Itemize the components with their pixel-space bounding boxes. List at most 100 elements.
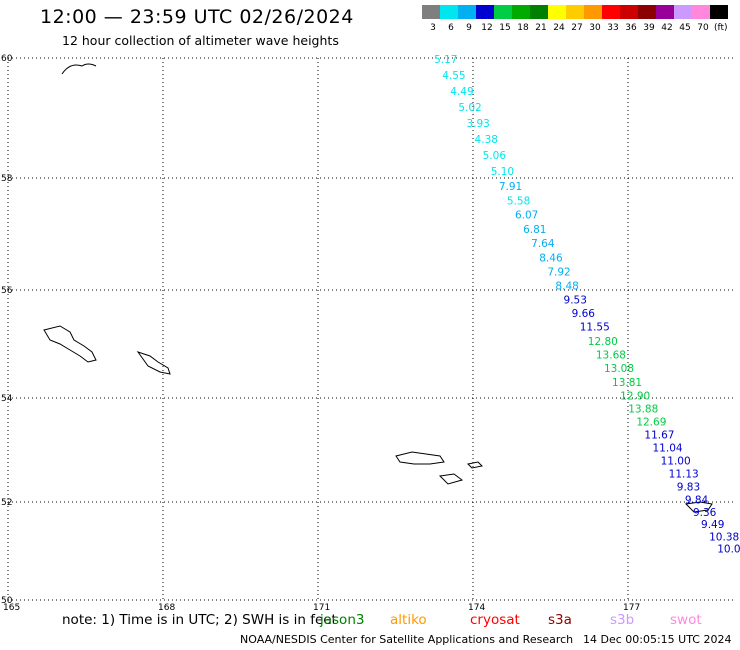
- wave-height-value: 7.91: [499, 181, 522, 193]
- wave-height-value: 13.68: [596, 349, 626, 361]
- island-outline: [395, 451, 445, 465]
- wave-height-value: 8.48: [555, 281, 578, 293]
- colorbar-swatch: [710, 5, 728, 19]
- map-title: 12:00 — 23:59 UTC 02/26/2024: [40, 6, 354, 28]
- wave-height-value: 5.06: [483, 150, 507, 162]
- wave-height-value: 5.17: [434, 54, 457, 66]
- wave-height-value: 6.07: [515, 209, 538, 221]
- colorbar-label: 70: [697, 23, 709, 33]
- island-outline: [684, 501, 713, 513]
- wave-height-value: 11.13: [669, 468, 699, 480]
- wave-height-value: 9.36: [693, 507, 717, 519]
- colorbar-label: 24: [553, 23, 565, 33]
- colorbar-label: 18: [517, 23, 529, 33]
- colorbar-swatch: [584, 5, 602, 19]
- colorbar-swatch: [620, 5, 638, 19]
- colorbar-label: 3: [430, 23, 436, 33]
- colorbar-swatch: [440, 5, 458, 19]
- wave-height-value: 9.84: [685, 494, 709, 506]
- colorbar-label: 39: [643, 23, 655, 33]
- colorbar-label: 33: [607, 23, 619, 33]
- colorbar-swatch: [422, 5, 440, 19]
- island-outline: [136, 351, 171, 375]
- island-outline: [43, 325, 97, 363]
- colorbar-label: 45: [679, 23, 691, 33]
- colorbar-swatch: [638, 5, 656, 19]
- colorbar-label: 21: [535, 23, 547, 33]
- colorbar-label: 42: [661, 23, 673, 33]
- wave-height-value: 8.46: [539, 253, 563, 265]
- wave-height-value: 5.02: [458, 102, 481, 114]
- wave-height-value: 5.58: [507, 195, 530, 207]
- wave-height-value: 9.83: [677, 481, 700, 493]
- coastline: [61, 63, 97, 75]
- wave-height-value: 12.69: [636, 416, 666, 428]
- wave-height-value: 10.05: [717, 544, 740, 556]
- credit-line: NOAA/NESDIS Center for Satellite Applica…: [240, 633, 574, 646]
- colorbar-swatch: [494, 5, 512, 19]
- wave-height-value: 13.88: [628, 403, 658, 415]
- colorbar-swatch: [458, 5, 476, 19]
- longitude-tick-label: 168: [158, 603, 175, 613]
- wave-height-value: 9.66: [572, 308, 596, 320]
- wave-height-value: 10.38: [709, 531, 739, 543]
- wave-height-value: 12.90: [620, 390, 650, 402]
- wave-height-value: 4.38: [475, 134, 498, 146]
- latitude-tick-label: 50: [1, 596, 13, 606]
- wave-height-value: 11.67: [644, 429, 674, 441]
- colorbar-swatch: [512, 5, 530, 19]
- wave-height-value: 7.64: [531, 238, 555, 250]
- footnote: note: 1) Time is in UTC; 2) SWH is in fe…: [62, 612, 337, 628]
- longitude-tick-label: 171: [313, 603, 330, 613]
- latitude-tick-label: 56: [1, 286, 13, 296]
- island-outline: [466, 461, 484, 469]
- map-subtitle: 12 hour collection of altimeter wave hei…: [62, 33, 339, 48]
- longitude-tick-label: 165: [3, 603, 20, 613]
- wave-height-value: 11.04: [653, 442, 683, 454]
- wave-height-value: 6.81: [523, 224, 546, 236]
- wave-height-value: 12.80: [588, 336, 618, 348]
- latitude-tick-label: 60: [1, 54, 13, 64]
- wave-height-value: 4.55: [442, 70, 465, 82]
- colorbar-label: 12: [481, 23, 493, 33]
- mission-jason3: jason3: [320, 612, 365, 628]
- wave-height-value: 13.81: [612, 377, 642, 389]
- colorbar-label: 27: [571, 23, 583, 33]
- latitude-tick-label: 54: [1, 394, 13, 404]
- wave-height-value: 11.00: [661, 455, 691, 467]
- wave-height-value: 11.55: [580, 322, 610, 334]
- colorbar-label: 6: [448, 23, 454, 33]
- latitude-tick-label: 52: [1, 498, 12, 508]
- colorbar-swatch: [674, 5, 692, 19]
- wave-height-value: 5.10: [491, 166, 514, 178]
- mission-cryosat: cryosat: [470, 612, 520, 628]
- colorbar-swatch: [548, 5, 566, 19]
- colorbar-swatch: [602, 5, 620, 19]
- wave-height-value: 13.08: [604, 363, 634, 375]
- wave-height-value: 3.93: [466, 118, 489, 130]
- wave-height-value: 9.49: [701, 519, 724, 531]
- colorbar-label: 15: [499, 23, 511, 33]
- longitude-tick-label: 177: [623, 603, 640, 613]
- wave-height-value: 9.53: [564, 295, 587, 307]
- mission-s3b: s3b: [610, 612, 635, 628]
- colorbar-label: 9: [466, 23, 472, 33]
- wave-height-value: 4.49: [450, 86, 473, 98]
- colorbar-swatch: [656, 5, 674, 19]
- colorbar-label: 30: [589, 23, 601, 33]
- colorbar-swatch: [476, 5, 494, 19]
- colorbar-swatch: [530, 5, 548, 19]
- generated-timestamp: 14 Dec 00:05:15 UTC 2024: [583, 633, 732, 646]
- mission-altiko: altiko: [390, 612, 427, 628]
- island-outline: [438, 473, 464, 485]
- mission-swot: swot: [670, 612, 702, 628]
- colorbar-swatch: [566, 5, 584, 19]
- longitude-tick-label: 174: [468, 603, 485, 613]
- colorbar-label: 36: [625, 23, 637, 33]
- mission-s3a: s3a: [548, 612, 572, 628]
- colorbar-swatch: [692, 5, 710, 19]
- wave-height-value: 7.92: [547, 267, 570, 279]
- latitude-tick-label: 58: [1, 174, 13, 184]
- colorbar-unit: (ft): [714, 23, 728, 33]
